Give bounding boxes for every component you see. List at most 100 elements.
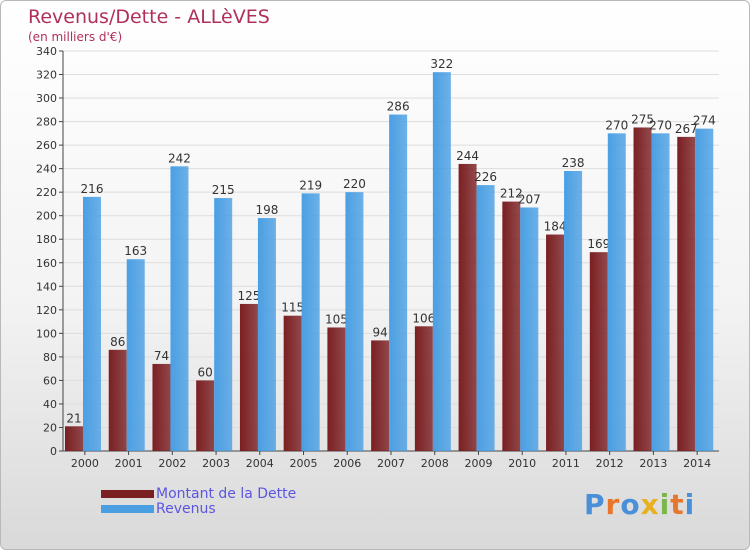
bar-dette (633, 127, 652, 452)
x-tick-label: 2006 (333, 457, 361, 470)
x-tick-label: 2003 (202, 457, 230, 470)
logo-letter: i (684, 488, 696, 521)
bar-revenus (651, 133, 670, 451)
data-label-revenus: 226 (474, 170, 497, 184)
bar-dette (502, 201, 521, 451)
data-label-dette: 184 (544, 220, 567, 234)
bar-dette (677, 136, 696, 451)
y-tick-label: 180 (36, 233, 57, 246)
y-tick-label: 20 (43, 421, 57, 434)
data-label-revenus: 216 (81, 182, 104, 196)
bar-revenus (432, 72, 451, 452)
bar-revenus (695, 128, 714, 451)
y-tick-label: 220 (36, 186, 57, 199)
y-tick-label: 100 (36, 327, 57, 340)
legend-label-dette: Montant de la Dette (156, 486, 297, 502)
data-label-dette: 105 (325, 312, 348, 326)
bar-revenus (520, 207, 539, 451)
data-label-revenus: 215 (212, 183, 235, 197)
y-tick-label: 340 (36, 45, 57, 58)
logo-letter: x (640, 488, 660, 521)
x-tick-label: 2000 (71, 457, 99, 470)
y-tick-label: 280 (36, 116, 57, 129)
data-label-revenus: 270 (649, 118, 672, 132)
x-tick-label: 2011 (552, 457, 580, 470)
bar-dette (239, 303, 258, 451)
bar-revenus (170, 166, 189, 451)
data-label-dette: 60 (198, 365, 213, 379)
bar-dette (283, 315, 302, 451)
data-label-revenus: 220 (343, 177, 366, 191)
x-tick-label: 2005 (290, 457, 318, 470)
data-label-revenus: 219 (299, 178, 322, 192)
data-label-dette: 74 (154, 349, 169, 363)
y-tick-label: 0 (50, 445, 57, 458)
data-label-revenus: 242 (168, 151, 191, 165)
bar-revenus (214, 198, 233, 451)
logo-letter: t (670, 488, 685, 521)
data-label-revenus: 163 (124, 244, 147, 258)
logo-letter: o (620, 488, 641, 521)
y-tick-label: 60 (43, 374, 57, 387)
y-tick-label: 240 (36, 163, 57, 176)
data-label-dette: 115 (281, 301, 304, 315)
data-label-revenus: 198 (255, 203, 278, 217)
data-label-dette: 94 (372, 325, 387, 339)
data-label-dette: 86 (110, 335, 125, 349)
data-label-revenus: 207 (518, 192, 541, 206)
bar-dette (327, 327, 346, 451)
data-label-revenus: 274 (693, 114, 716, 128)
data-label-dette: 125 (237, 289, 260, 303)
bar-dette (458, 163, 477, 452)
data-label-dette: 244 (456, 149, 479, 163)
bar-dette (546, 234, 565, 451)
x-tick-label: 2007 (377, 457, 405, 470)
chart-title: Revenus/Dette - ALLèVES (28, 6, 270, 28)
data-label-dette: 21 (66, 411, 81, 425)
bar-dette (371, 340, 390, 451)
bar-dette (108, 349, 127, 451)
bar-dette (152, 363, 171, 451)
y-tick-label: 320 (36, 69, 57, 82)
y-tick-label: 260 (36, 139, 57, 152)
bar-revenus (83, 196, 101, 451)
logo-letter: r (605, 488, 621, 521)
bar-revenus (301, 193, 320, 451)
bar-revenus (257, 218, 276, 451)
x-tick-label: 2010 (508, 457, 536, 470)
data-label-revenus: 286 (387, 100, 410, 114)
legend-swatch-revenus (101, 505, 154, 513)
legend-label-revenus: Revenus (156, 501, 216, 517)
data-label-revenus: 238 (562, 156, 585, 170)
legend-swatch-dette (101, 490, 154, 498)
bar-revenus (345, 192, 364, 452)
bar-dette (414, 326, 433, 451)
bar-revenus (564, 171, 583, 451)
x-tick-label: 2012 (596, 457, 624, 470)
bar-revenus (389, 114, 408, 451)
x-tick-label: 2013 (639, 457, 667, 470)
y-tick-label: 160 (36, 257, 57, 270)
data-label-dette: 212 (500, 187, 523, 201)
data-label-dette: 267 (675, 122, 698, 136)
y-tick-label: 300 (36, 92, 57, 105)
logo-letter: P (584, 488, 606, 521)
bar-revenus (476, 185, 495, 451)
bar-revenus (607, 133, 626, 451)
x-tick-label: 2008 (421, 457, 449, 470)
data-label-dette: 169 (587, 237, 610, 251)
y-tick-label: 140 (36, 280, 57, 293)
proxiti-logo: Proxiti (584, 488, 695, 521)
data-label-revenus: 270 (605, 118, 628, 132)
y-tick-label: 200 (36, 210, 57, 223)
x-tick-label: 2002 (158, 457, 186, 470)
x-tick-label: 2001 (115, 457, 143, 470)
data-label-dette: 106 (412, 311, 435, 325)
chart-subtitle: (en milliers d'€) (28, 30, 123, 44)
bar-revenus (126, 259, 145, 451)
bar-dette (65, 426, 83, 451)
data-label-dette: 275 (631, 112, 654, 126)
y-tick-label: 40 (43, 398, 57, 411)
x-tick-label: 2009 (464, 457, 492, 470)
